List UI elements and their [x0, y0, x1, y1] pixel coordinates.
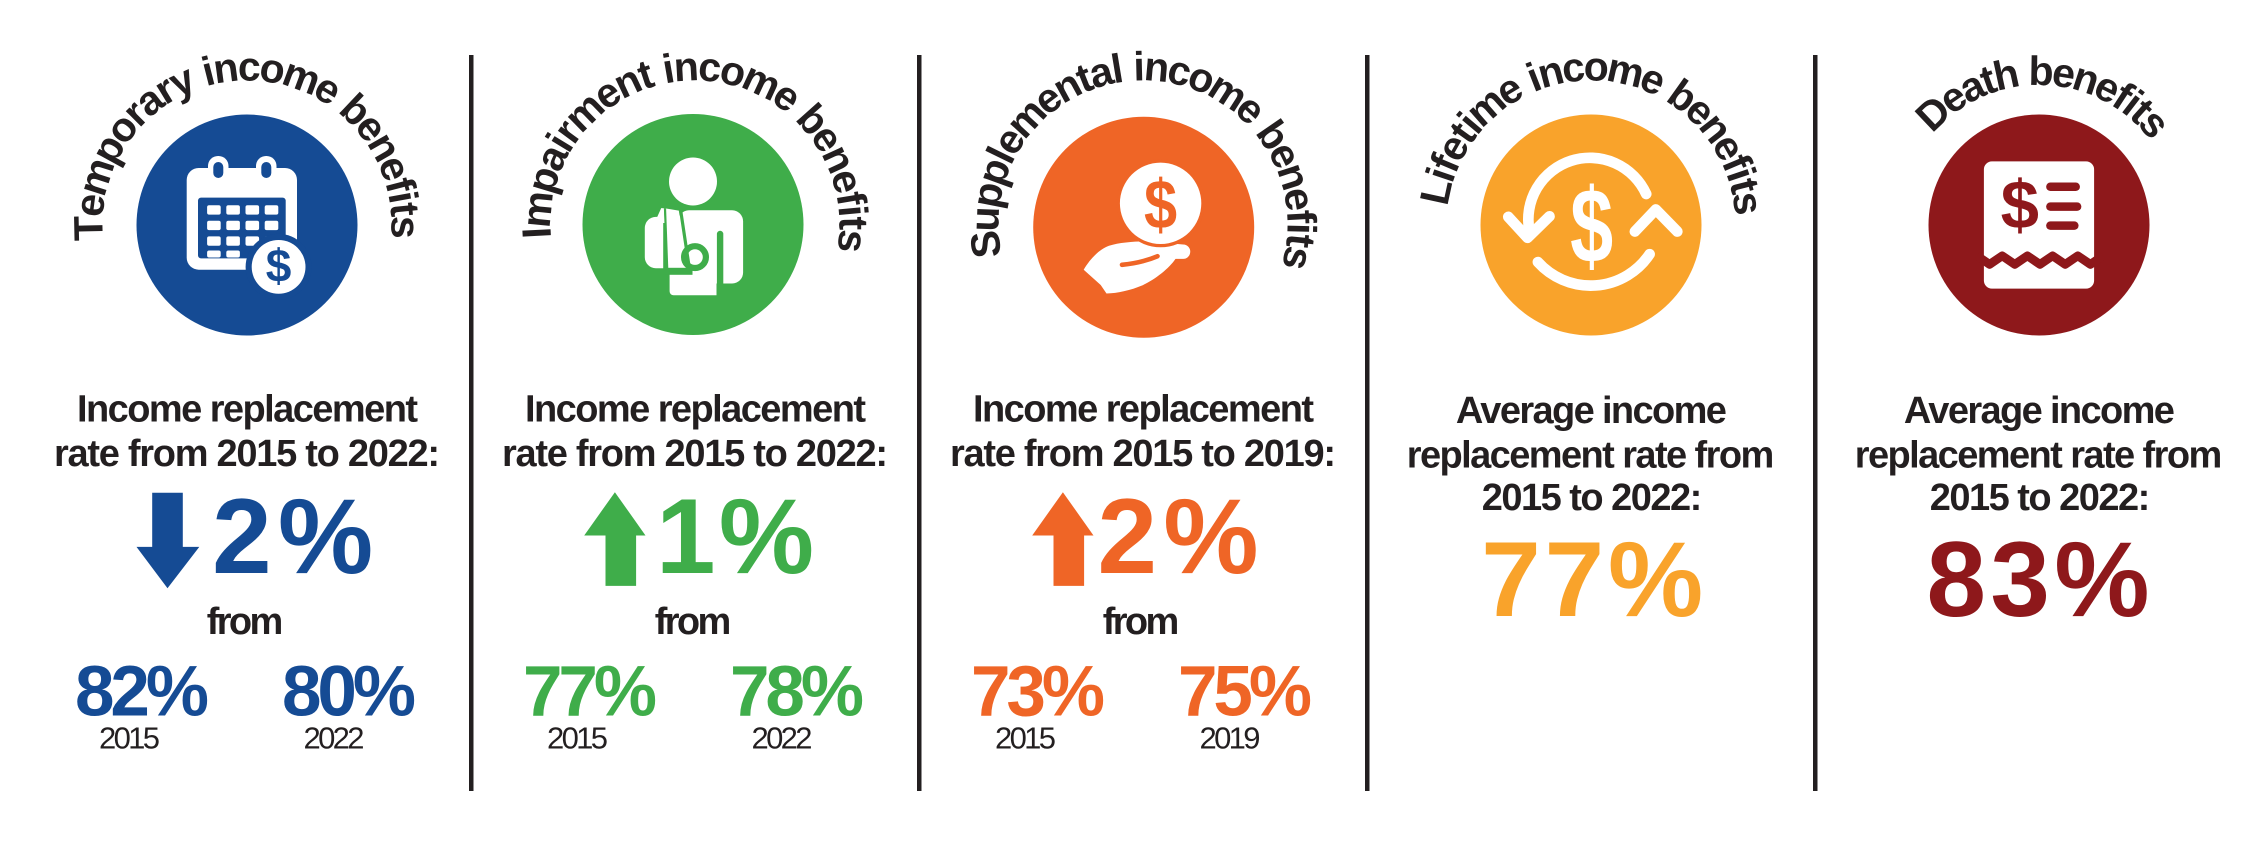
svg-text:t: t: [1277, 232, 1324, 251]
svg-text:n: n: [1142, 43, 1171, 91]
svg-text:rate from 2015 to 2022:: rate from 2015 to 2022:: [54, 433, 440, 475]
svg-text:b: b: [2028, 48, 2054, 94]
svg-text:s: s: [1724, 189, 1773, 218]
svg-text:$: $: [1144, 165, 1177, 244]
svg-text:replacement rate from: replacement rate from: [1855, 434, 2223, 476]
svg-text:m: m: [513, 189, 562, 230]
svg-text:77%: 77%: [523, 653, 657, 732]
svg-text:1%: 1%: [656, 476, 814, 596]
svg-text:2022: 2022: [304, 721, 365, 756]
svg-text:2015 to 2022:: 2015 to 2022:: [1930, 477, 2151, 519]
svg-text:rate from 2015 to 2019:: rate from 2015 to 2019:: [950, 433, 1336, 475]
svg-text:n: n: [210, 43, 241, 92]
svg-text:n: n: [672, 43, 700, 90]
svg-text:s: s: [382, 216, 428, 239]
svg-text:c: c: [1559, 43, 1587, 91]
svg-text:$: $: [1570, 166, 1613, 285]
svg-text:2%: 2%: [1098, 476, 1259, 596]
svg-text:2015: 2015: [99, 721, 160, 756]
svg-text:Average income: Average income: [1904, 390, 2175, 432]
svg-text:75%: 75%: [1178, 653, 1312, 732]
svg-text:$: $: [2001, 167, 2039, 244]
svg-text:c: c: [238, 43, 261, 89]
svg-text:S: S: [961, 228, 1010, 261]
svg-text:i: i: [1278, 223, 1324, 236]
svg-text:Income replacement: Income replacement: [77, 389, 418, 431]
svg-text:from: from: [207, 601, 284, 643]
svg-text:2022: 2022: [752, 721, 813, 756]
svg-text:$: $: [266, 240, 292, 292]
svg-text:t: t: [381, 200, 428, 218]
svg-text:i: i: [829, 203, 876, 218]
svg-text:73%: 73%: [971, 653, 1105, 732]
svg-text:T: T: [65, 215, 112, 241]
svg-text:c: c: [696, 43, 723, 91]
svg-text:77%: 77%: [1481, 519, 1703, 639]
svg-text:82%: 82%: [75, 653, 209, 732]
svg-text:Income replacement: Income replacement: [525, 389, 866, 431]
svg-text:i: i: [1133, 43, 1146, 89]
svg-text:replacement rate from: replacement rate from: [1407, 434, 1775, 476]
svg-text:80%: 80%: [282, 653, 416, 732]
svg-text:2015 to 2022:: 2015 to 2022:: [1482, 477, 1703, 519]
svg-text:o: o: [1583, 43, 1610, 90]
svg-text:2015: 2015: [547, 721, 608, 756]
svg-text:t: t: [830, 216, 876, 230]
svg-text:2015: 2015: [995, 721, 1056, 756]
svg-text:I: I: [513, 226, 560, 240]
svg-text:from: from: [655, 601, 732, 643]
svg-text:Income replacement: Income replacement: [973, 389, 1314, 431]
svg-text:83%: 83%: [1927, 519, 2150, 639]
svg-text:Average income: Average income: [1456, 390, 1727, 432]
svg-text:s: s: [829, 228, 877, 255]
svg-text:rate from 2015 to 2022:: rate from 2015 to 2022:: [502, 433, 888, 475]
svg-text:2019: 2019: [1200, 721, 1261, 756]
svg-text:78%: 78%: [730, 653, 864, 732]
svg-text:u: u: [961, 206, 1008, 233]
svg-text:2%: 2%: [212, 476, 373, 596]
svg-text:f: f: [1278, 209, 1325, 225]
svg-text:from: from: [1103, 601, 1180, 643]
